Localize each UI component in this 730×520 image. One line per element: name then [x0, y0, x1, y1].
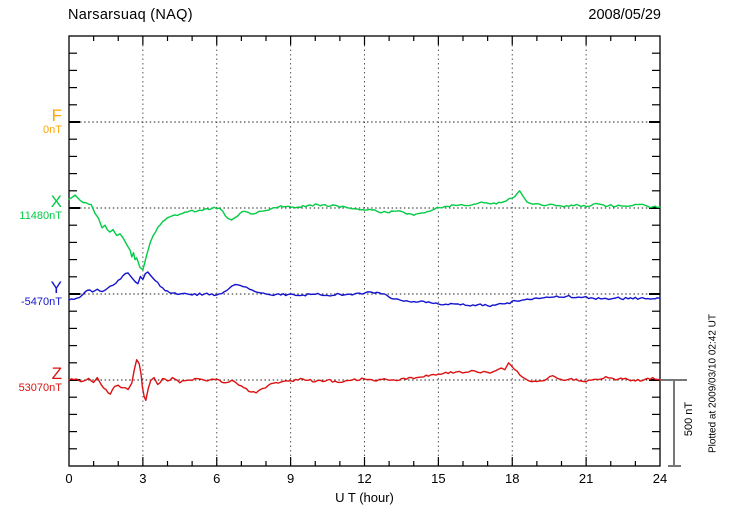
- trace-Z: [68, 359, 661, 401]
- x-tick-label: 0: [65, 471, 73, 486]
- channel-baseline-value: 11480nT: [19, 210, 62, 222]
- x-tick-label: 9: [287, 471, 295, 486]
- channel-label-F: F 0nT: [0, 107, 62, 137]
- channel-baseline-value: 53070nT: [18, 382, 62, 394]
- channel-label-X: X 11480nT: [0, 193, 62, 223]
- x-axis-title: U T (hour): [335, 490, 394, 505]
- channel-label-Y: Y -5470nT: [0, 279, 62, 309]
- x-tick-label: 12: [357, 471, 372, 486]
- channel-letter: Y: [50, 278, 62, 297]
- x-tick-label: 3: [139, 471, 147, 486]
- x-tick-label: 6: [213, 471, 221, 486]
- x-tick-label: 18: [505, 471, 520, 486]
- channel-baseline-value: -5470nT: [21, 296, 62, 308]
- trace-Y: [68, 271, 661, 308]
- trace-X: [68, 190, 661, 271]
- x-tick-label: 21: [578, 471, 594, 486]
- x-tick-label: 15: [431, 471, 446, 486]
- channel-letter: Z: [51, 364, 62, 383]
- plot-date: 2008/05/29: [588, 7, 661, 23]
- channel-baseline-value: 0nT: [43, 124, 62, 136]
- scale-bar-label: 500 nT: [683, 401, 695, 437]
- x-tick-label: 24: [652, 471, 668, 486]
- channel-letter: X: [50, 192, 62, 211]
- station-title: Narsarsuaq (NAQ): [68, 7, 193, 23]
- channel-label-Z: Z 53070nT: [0, 365, 62, 395]
- channel-letter: F: [51, 106, 62, 125]
- plotted-at-note: Plotted at 2009/03/10 02:42 UT: [707, 314, 719, 453]
